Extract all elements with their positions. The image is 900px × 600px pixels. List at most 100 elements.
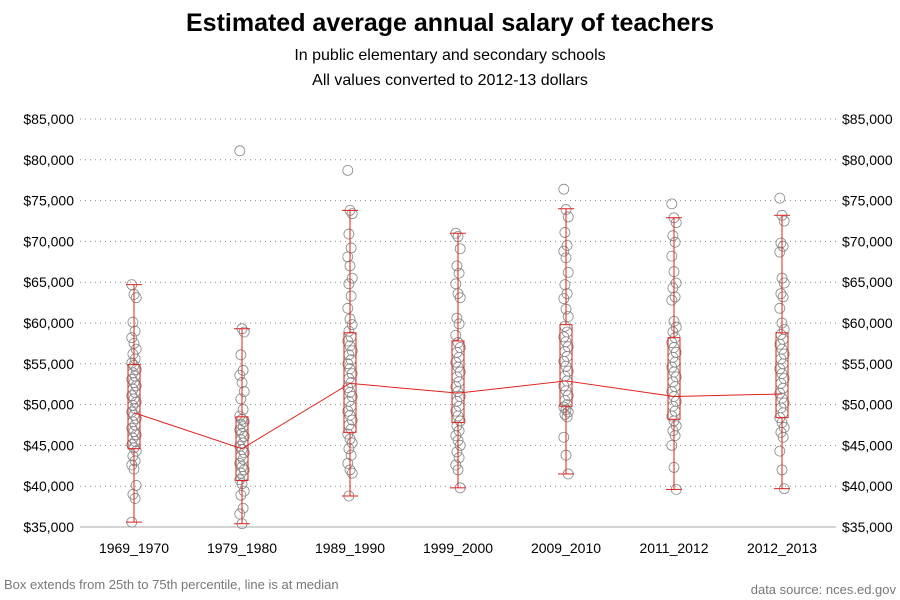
data-point: [774, 338, 786, 350]
data-point: [345, 290, 357, 302]
data-point: [454, 439, 466, 451]
boxes: [126, 208, 790, 525]
data-point: [343, 278, 355, 290]
x-tick-label: 1989_1990: [315, 540, 385, 556]
y-tick-label-right: $60,000: [842, 315, 893, 331]
chart-subtitle-line-1: In public elementary and secondary schoo…: [294, 47, 605, 64]
data-point: [236, 427, 248, 439]
data-point: [126, 332, 138, 344]
data-point: [450, 459, 462, 471]
y-tick-label-left: $85,000: [23, 111, 74, 127]
data-point: [234, 410, 246, 422]
box-iqr: [667, 337, 681, 420]
data-point: [129, 455, 141, 467]
data-point: [558, 355, 570, 367]
data-point: [238, 431, 250, 442]
data-point: [774, 192, 786, 204]
y-tick-label-left: $70,000: [23, 233, 74, 249]
box-iqr: [343, 332, 357, 433]
data-point: [127, 316, 139, 328]
data-point: [559, 227, 571, 238]
y-tick-label-left: $80,000: [23, 152, 74, 168]
data-point: [346, 319, 358, 331]
y-tick-label-left: $45,000: [23, 437, 74, 453]
x-tick-label: 2011_2012: [639, 540, 708, 556]
data-point: [667, 230, 679, 242]
median-line: [133, 380, 783, 450]
box-iqr: [559, 324, 573, 407]
data-point: [345, 242, 357, 254]
box-iqr: [127, 364, 141, 450]
data-point: [451, 446, 463, 458]
data-point: [453, 318, 465, 330]
data-point: [451, 260, 463, 272]
data-point: [234, 145, 246, 157]
data-point: [666, 294, 678, 306]
median-trend-line: [133, 380, 783, 450]
data-point: [128, 377, 140, 388]
data-point: [454, 243, 466, 255]
x-tick-label: 1979_1980: [207, 540, 277, 556]
data-point: [238, 386, 250, 397]
data-point: [451, 312, 463, 324]
data-point: [450, 278, 462, 290]
data-point: [669, 291, 681, 303]
data-point: [774, 302, 786, 314]
y-tick-label-right: $80,000: [842, 152, 893, 168]
data-point: [342, 335, 354, 347]
data-point: [562, 211, 574, 223]
data-point: [342, 358, 354, 370]
data-point: [558, 293, 570, 304]
data-point: [777, 240, 789, 252]
data-point: [129, 493, 141, 504]
data-point: [127, 450, 139, 462]
data-point: [454, 292, 466, 304]
data-point: [562, 311, 574, 322]
data-point: [561, 240, 573, 251]
x-tick-label: 1999_2000: [423, 540, 493, 556]
y-tick-label-left: $35,000: [23, 519, 74, 535]
data-point: [235, 349, 247, 361]
data-point: [342, 457, 354, 469]
data-point: [558, 183, 570, 195]
data-point: [346, 272, 358, 284]
chart-title: Estimated average annual salary of teach…: [186, 9, 714, 37]
data-point: [559, 279, 571, 291]
y-tick-label-right: $40,000: [842, 478, 893, 494]
data-point: [130, 292, 142, 304]
data-point: [128, 409, 140, 421]
data-point: [669, 430, 681, 442]
axes: $35,000 $35,000 $40,000 $40,000 $45,000 $45,0…: [23, 111, 892, 556]
x-tick-label: 2012_2013: [747, 540, 817, 556]
y-tick-label-right: $55,000: [842, 356, 893, 372]
data-point: [562, 267, 574, 278]
data-point: [234, 369, 246, 381]
footnote-right: data source: nces.ed.gov: [751, 582, 897, 597]
data-point: [666, 198, 678, 210]
y-tick-label-right: $70,000: [842, 233, 893, 249]
data-point: [346, 208, 358, 220]
data-point: [346, 345, 358, 357]
data-point: [775, 288, 787, 300]
data-point: [235, 489, 247, 501]
data-point: [343, 325, 355, 337]
data-point: [128, 426, 140, 437]
data-point: [343, 228, 355, 240]
y-tick-label-right: $45,000: [842, 437, 893, 453]
y-tick-label-left: $50,000: [23, 397, 74, 413]
gridlines: [80, 118, 836, 487]
data-point: [450, 405, 462, 417]
data-point: [238, 485, 250, 497]
y-tick-label-right: $65,000: [842, 274, 893, 290]
data-point: [778, 215, 790, 227]
box-iqr: [775, 332, 789, 419]
chart-subtitle-line-2: All values converted to 2012-13 dollars: [312, 72, 588, 89]
data-point: [234, 508, 246, 520]
data-point: [777, 291, 789, 303]
x-tick-label: 1969_1970: [99, 540, 169, 556]
data-point: [669, 236, 681, 248]
data-point: [129, 353, 141, 365]
data-point: [237, 404, 249, 415]
data-point: [775, 426, 787, 438]
